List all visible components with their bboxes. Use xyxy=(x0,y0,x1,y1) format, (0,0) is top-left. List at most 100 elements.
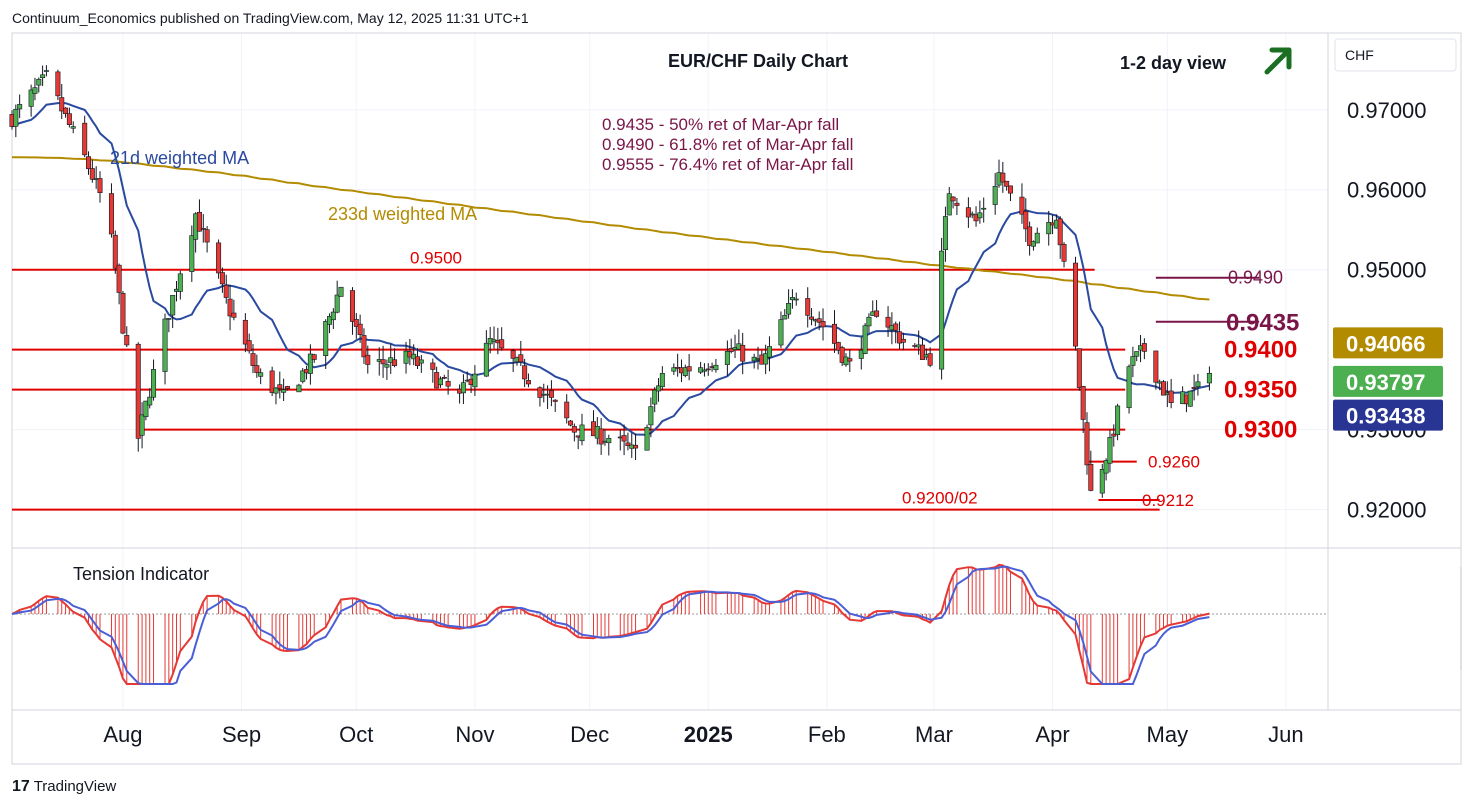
level-label: 0.9435 xyxy=(1226,310,1299,337)
candle-up xyxy=(977,212,983,219)
candle-up xyxy=(652,389,658,405)
candle-up xyxy=(1134,351,1140,357)
candle-up xyxy=(644,427,650,451)
candle-up xyxy=(151,369,157,398)
candle-down xyxy=(552,399,558,402)
candle-up xyxy=(40,74,46,79)
level-label: 0.9212 xyxy=(1142,491,1194,510)
candle-down xyxy=(441,376,447,379)
candle-up xyxy=(942,216,948,251)
candle-up xyxy=(170,294,176,316)
candle-up xyxy=(323,321,329,356)
candle-up xyxy=(981,207,987,210)
candle-down xyxy=(705,368,711,371)
candle-up xyxy=(384,364,390,368)
level-label: 0.9200/02 xyxy=(902,489,978,508)
candle-up xyxy=(1103,460,1109,474)
x-tick-label: Mar xyxy=(915,722,953,747)
candle-up xyxy=(1030,241,1036,247)
up-arrow-icon xyxy=(1264,47,1292,75)
indicator-title: Tension Indicator xyxy=(73,564,209,584)
candle-down xyxy=(1141,343,1147,352)
candle-down xyxy=(499,339,505,349)
candle-up xyxy=(1130,356,1136,366)
candle-down xyxy=(919,344,925,360)
candle-down xyxy=(621,435,627,442)
candle-up xyxy=(701,369,707,372)
candle-up xyxy=(437,378,443,386)
candle-down xyxy=(1004,180,1010,187)
candle-up xyxy=(472,373,478,388)
candle-down xyxy=(365,354,371,365)
candle-down xyxy=(1073,262,1079,347)
price-tag-label: 0.93797 xyxy=(1346,370,1426,395)
candle-down xyxy=(63,107,69,115)
candle-up xyxy=(273,387,279,394)
level-label: 0.9490 xyxy=(1228,268,1283,288)
candle-down xyxy=(353,319,359,327)
tradingview-footer[interactable]: 17 TradingView xyxy=(12,778,116,796)
candle-up xyxy=(682,367,688,376)
candle-up xyxy=(296,384,302,393)
candle-down xyxy=(548,390,554,398)
x-tick-label: 2025 xyxy=(684,722,733,747)
y-tick-label: 0.95000 xyxy=(1347,258,1427,283)
candle-down xyxy=(1027,226,1033,246)
price-tag-label: 0.93438 xyxy=(1346,404,1426,429)
candle-down xyxy=(59,97,65,112)
candle-down xyxy=(227,298,233,317)
currency-selector[interactable] xyxy=(1334,38,1457,72)
x-tick-label: Jun xyxy=(1268,722,1303,747)
candle-down xyxy=(965,207,971,218)
x-tick-label: Sep xyxy=(222,722,261,747)
candle-down xyxy=(89,168,95,180)
candle-down xyxy=(1191,387,1197,389)
candle-up xyxy=(258,372,264,377)
candle-up xyxy=(648,406,654,426)
level-label: 0.9500 xyxy=(410,249,462,268)
price-tag xyxy=(1333,399,1443,431)
currency-label: CHF xyxy=(1345,47,1374,63)
candle-down xyxy=(357,323,363,335)
candle-down xyxy=(1007,185,1013,194)
ma-short-label: 21d weighted MA xyxy=(110,148,249,168)
candle-up xyxy=(1099,469,1105,494)
candle-up xyxy=(143,400,149,417)
candle-down xyxy=(55,71,61,97)
candle-down xyxy=(927,353,933,366)
candle-up xyxy=(858,349,864,359)
candle-down xyxy=(839,347,845,363)
candle-up xyxy=(189,235,195,272)
candle-up xyxy=(17,104,23,110)
candle-down xyxy=(112,234,118,269)
candle-down xyxy=(847,358,853,362)
candle-down xyxy=(204,229,210,243)
candle-up xyxy=(460,382,466,394)
price-tag-label: 0.94066 xyxy=(1346,331,1426,356)
price-tag xyxy=(1333,327,1443,359)
candle-down xyxy=(231,312,237,318)
levels-layer: 0.9500 0.9400 0.9350 0.9300 0.9260 0.9212 0.92… xyxy=(12,249,1299,511)
candle-down xyxy=(311,354,317,360)
level-label: 0.9350 xyxy=(1224,377,1297,404)
candle-down xyxy=(223,284,229,298)
candle-up xyxy=(1107,437,1113,464)
candle-down xyxy=(740,344,746,362)
candle-down xyxy=(219,272,225,285)
candle-up xyxy=(778,319,784,346)
candle-down xyxy=(950,196,956,202)
candle-down xyxy=(1111,433,1117,437)
candle-up xyxy=(70,126,76,129)
candle-up xyxy=(330,311,336,321)
candle-up xyxy=(139,414,145,436)
candle-down xyxy=(445,381,451,387)
fib-note: 0.9555 - 76.4% ret of Mar-Apr fall xyxy=(602,155,853,174)
candle-down xyxy=(598,428,604,445)
candle-up xyxy=(713,364,719,371)
candle-down xyxy=(1023,211,1029,230)
candle-down xyxy=(1088,463,1094,491)
candle-up xyxy=(43,70,49,72)
candle-down xyxy=(571,426,577,433)
